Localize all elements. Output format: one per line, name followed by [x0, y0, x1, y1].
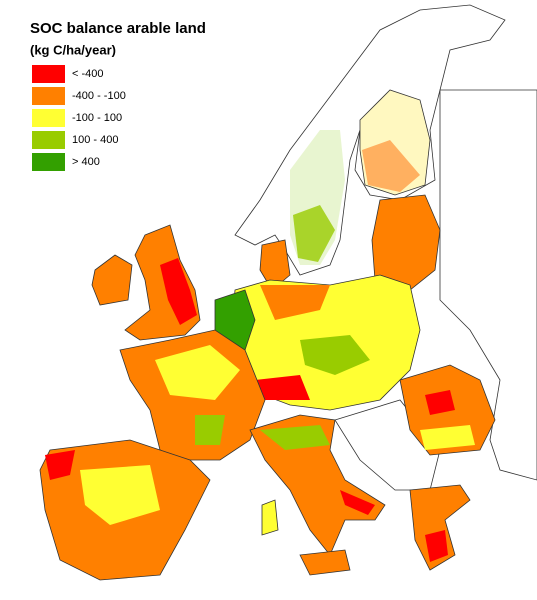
baltics [371, 194, 441, 291]
ireland [91, 254, 133, 306]
sicily [299, 549, 351, 576]
greece [409, 484, 471, 571]
france-south [195, 415, 225, 445]
iberia-centre [80, 465, 160, 525]
france-north [155, 345, 240, 400]
po-valley [260, 425, 330, 450]
sweden-south [293, 205, 335, 262]
map-background [39, 4, 537, 581]
legend-label: < -400 [72, 68, 104, 80]
legend-swatch [32, 131, 65, 149]
legend-swatch [32, 153, 65, 171]
sardinia [261, 499, 279, 536]
legend-swatch [32, 87, 65, 105]
east [439, 89, 537, 481]
legend-label: -400 - -100 [72, 90, 126, 102]
transylvania [425, 390, 455, 415]
north-germany [260, 285, 330, 320]
legend-label: > 400 [72, 156, 100, 168]
galicia [45, 450, 75, 480]
czechia [300, 335, 370, 375]
legend: < -400 -400 - -100 -100 - 100 100 - 400 > 40… [32, 65, 126, 171]
legend-swatch [32, 65, 65, 83]
legend-label: 100 - 400 [72, 134, 118, 146]
map-subtitle: (kg C/ha/year) [30, 42, 116, 57]
peloponnese [425, 530, 448, 562]
uk [124, 224, 201, 341]
map-title: SOC balance arable land [30, 20, 206, 37]
puglia [340, 490, 375, 515]
wallachia [420, 425, 475, 450]
finland-south [362, 140, 420, 192]
legend-label: -100 - 100 [72, 112, 122, 124]
uk-east [160, 258, 197, 325]
alps-north [255, 375, 310, 400]
legend-swatch [32, 109, 65, 127]
